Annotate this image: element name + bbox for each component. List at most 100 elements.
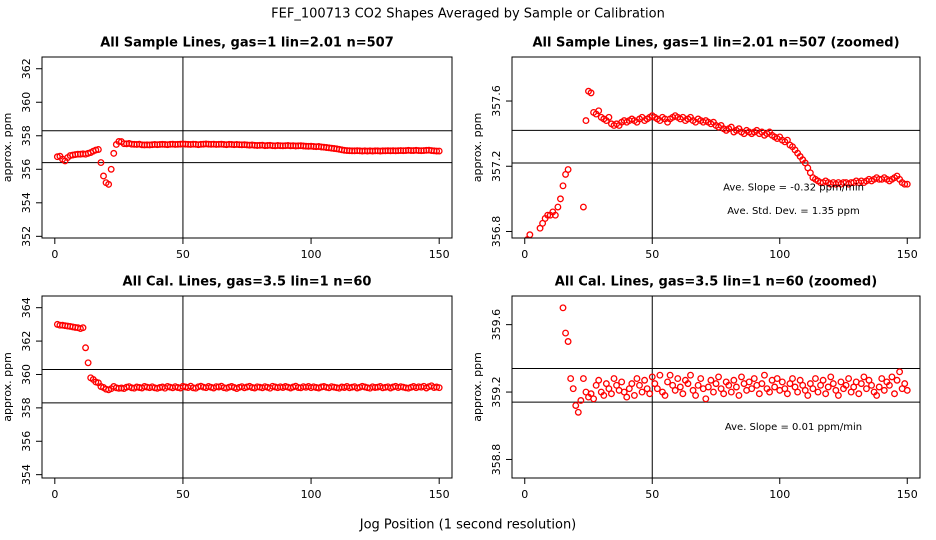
point bbox=[735, 391, 743, 399]
point bbox=[551, 211, 559, 219]
x-tick-label: 100 bbox=[301, 248, 322, 261]
panel-title: All Sample Lines, gas=1 lin=2.01 n=507 bbox=[100, 36, 394, 51]
point bbox=[794, 388, 802, 396]
point bbox=[761, 371, 768, 379]
y-tick-label: 354 bbox=[20, 192, 33, 213]
x-tick-label: 100 bbox=[769, 488, 790, 501]
y-tick-label: 358.8 bbox=[490, 444, 503, 476]
point bbox=[579, 375, 587, 383]
point bbox=[633, 375, 641, 383]
point bbox=[725, 381, 733, 389]
point bbox=[579, 203, 587, 211]
point bbox=[875, 383, 883, 391]
point bbox=[878, 375, 886, 383]
x-tick-label: 0 bbox=[521, 248, 528, 261]
y-tick-label: 352 bbox=[20, 226, 33, 247]
x-tick-label: 150 bbox=[429, 488, 450, 501]
point bbox=[766, 388, 773, 396]
point bbox=[570, 424, 576, 430]
point bbox=[812, 375, 819, 383]
x-tick-label: 0 bbox=[51, 488, 58, 501]
point bbox=[94, 146, 102, 153]
point bbox=[679, 390, 687, 398]
point bbox=[595, 107, 603, 115]
point bbox=[576, 506, 582, 512]
point bbox=[557, 195, 564, 203]
x-tick-label: 50 bbox=[176, 248, 190, 261]
point bbox=[595, 376, 603, 384]
point bbox=[559, 182, 567, 190]
point bbox=[555, 136, 561, 142]
point bbox=[822, 390, 830, 398]
point bbox=[544, 211, 552, 219]
y-tick-label: 362 bbox=[20, 58, 33, 79]
point bbox=[715, 373, 722, 381]
point bbox=[646, 390, 654, 398]
point bbox=[783, 390, 791, 398]
point bbox=[704, 383, 712, 391]
point bbox=[901, 380, 909, 388]
point bbox=[435, 147, 443, 155]
point bbox=[855, 390, 863, 398]
point bbox=[804, 391, 812, 399]
points bbox=[524, 87, 911, 512]
y-tick-label: 362 bbox=[20, 331, 33, 352]
point bbox=[732, 383, 740, 391]
point bbox=[707, 376, 715, 384]
point bbox=[827, 373, 835, 381]
point bbox=[771, 383, 779, 391]
point bbox=[896, 368, 904, 376]
x-tick-label: 150 bbox=[897, 488, 918, 501]
point bbox=[630, 391, 638, 399]
y-tick-label: 359.2 bbox=[490, 376, 503, 408]
point bbox=[727, 388, 735, 396]
point bbox=[433, 147, 441, 155]
point bbox=[880, 386, 888, 394]
point bbox=[814, 388, 822, 396]
plot-frame bbox=[511, 295, 921, 479]
point bbox=[834, 391, 842, 399]
point bbox=[873, 391, 881, 399]
y-axis-label: approx. ppm bbox=[1, 352, 14, 422]
point bbox=[845, 375, 853, 383]
point bbox=[664, 378, 671, 386]
x-tick-label: 50 bbox=[645, 488, 659, 501]
point bbox=[710, 388, 717, 396]
panel: All Sample Lines, gas=1 lin=2.01 n=507 (… bbox=[471, 36, 921, 512]
point bbox=[755, 390, 763, 398]
point bbox=[893, 376, 901, 384]
point bbox=[720, 390, 728, 398]
point bbox=[623, 393, 631, 401]
y-tick-label: 356 bbox=[20, 431, 33, 452]
point bbox=[636, 381, 643, 389]
point bbox=[837, 378, 845, 386]
point bbox=[79, 324, 87, 332]
point bbox=[653, 385, 661, 393]
y-tick-label: 357.2 bbox=[490, 151, 503, 183]
annotation: Ave. Std. Dev. = 1.35 ppm bbox=[727, 206, 859, 217]
y-tick-label: 357.6 bbox=[490, 85, 503, 117]
point bbox=[605, 113, 613, 121]
point bbox=[671, 386, 679, 394]
point bbox=[532, 278, 538, 284]
x-tick-label: 150 bbox=[897, 248, 918, 261]
point bbox=[648, 373, 656, 381]
panel: All Cal. Lines, gas=3.5 lin=1 n=60 approx… bbox=[1, 275, 453, 501]
y-tick-label: 360 bbox=[20, 364, 33, 385]
point bbox=[863, 385, 870, 393]
point bbox=[608, 390, 615, 398]
points bbox=[53, 320, 443, 394]
point bbox=[868, 381, 875, 389]
point bbox=[901, 180, 909, 188]
panel: All Sample Lines, gas=1 lin=2.01 n=507 ap… bbox=[1, 36, 453, 261]
point bbox=[692, 391, 700, 399]
point bbox=[559, 304, 567, 312]
point bbox=[567, 375, 575, 383]
y-tick-label: 358 bbox=[20, 125, 33, 146]
point bbox=[105, 180, 113, 188]
y-axis-label: approx. ppm bbox=[1, 113, 14, 183]
point bbox=[562, 329, 569, 337]
point bbox=[582, 117, 590, 125]
point bbox=[809, 385, 817, 393]
point bbox=[578, 359, 584, 365]
